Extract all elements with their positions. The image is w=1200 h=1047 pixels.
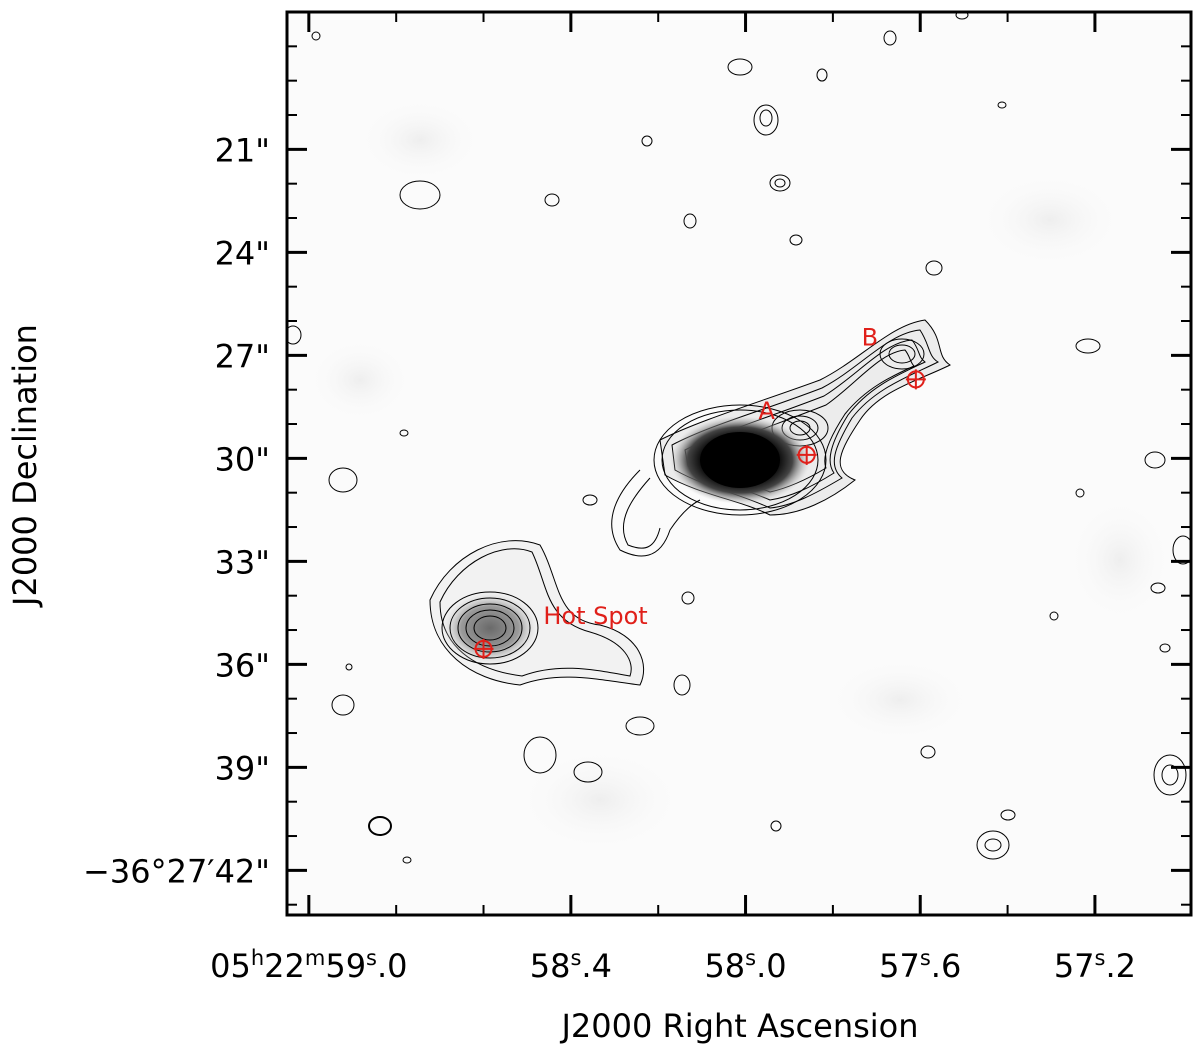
noise-contours xyxy=(287,12,1191,864)
y-tick-label: 36" xyxy=(215,646,270,684)
x-tick-label: 58s.0 xyxy=(704,946,786,985)
marker-b: B xyxy=(862,323,926,390)
y-tick-labels: 21" 24" 27" 30" 33" 36" 39" −36°27′42" xyxy=(83,131,270,890)
marker-label: Hot Spot xyxy=(543,602,647,630)
y-tick-label: 30" xyxy=(215,440,270,478)
x-tick-labels: 05h22m59s.0 58s.4 58s.0 57s.6 57s.2 xyxy=(210,946,1136,985)
x-tick-label: 58s.4 xyxy=(530,946,612,985)
axis-ticks xyxy=(287,12,1191,915)
x-tick-label: 57s.2 xyxy=(1054,946,1136,985)
y-tick-label: −36°27′42" xyxy=(83,852,270,890)
y-tick-label: 27" xyxy=(215,337,270,375)
y-tick-label: 39" xyxy=(215,749,270,787)
source-markers: A B Hot Spot xyxy=(473,323,926,659)
noise-background xyxy=(310,100,1170,850)
core-source xyxy=(653,404,827,516)
marker-hot-spot: Hot Spot xyxy=(473,602,648,659)
marker-a: A xyxy=(758,397,817,465)
marker-label: A xyxy=(758,397,775,425)
y-axis-title: J2000 Declination xyxy=(6,324,44,608)
plot-frame xyxy=(285,10,1193,917)
marker-label: B xyxy=(862,323,878,351)
x-tick-label: 05h22m59s.0 xyxy=(210,946,407,985)
y-tick-label: 33" xyxy=(215,543,270,581)
y-tick-label: 24" xyxy=(215,234,270,272)
x-tick-label: 57s.6 xyxy=(879,946,961,985)
y-tick-label: 21" xyxy=(215,131,270,169)
x-axis-title: J2000 Right Ascension xyxy=(559,1007,918,1045)
